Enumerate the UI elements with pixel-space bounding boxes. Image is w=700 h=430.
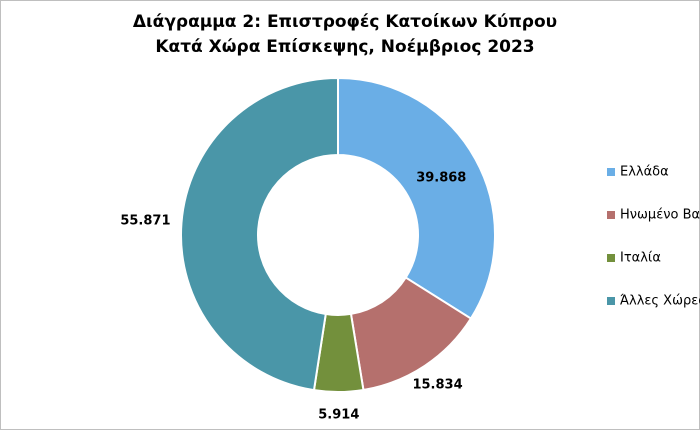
donut-slice: [337, 76, 496, 320]
value-label: 15.834: [412, 377, 462, 392]
legend-marker: [607, 168, 615, 176]
value-label: 39.868: [416, 170, 466, 185]
legend-label: Ιταλία: [620, 251, 661, 266]
value-label: 5.914: [318, 407, 359, 422]
legend-label: Ελλάδα: [620, 165, 669, 180]
legend-marker: [607, 254, 615, 262]
legend-marker: [607, 297, 615, 305]
chart-title: Διάγραμμα 2: Επιστροφές Κατοίκων Κύπρου: [133, 12, 557, 32]
chart-title: Κατά Χώρα Επίσκεψης, Νοέμβριος 2023: [155, 37, 534, 57]
donut-slice: [180, 76, 339, 392]
legend-label: Ηνωμένο Βασίλειο: [620, 208, 700, 223]
legend-marker: [607, 211, 615, 219]
legend-label: Άλλες Χώρες: [620, 294, 700, 309]
value-label: 55.871: [120, 214, 170, 229]
